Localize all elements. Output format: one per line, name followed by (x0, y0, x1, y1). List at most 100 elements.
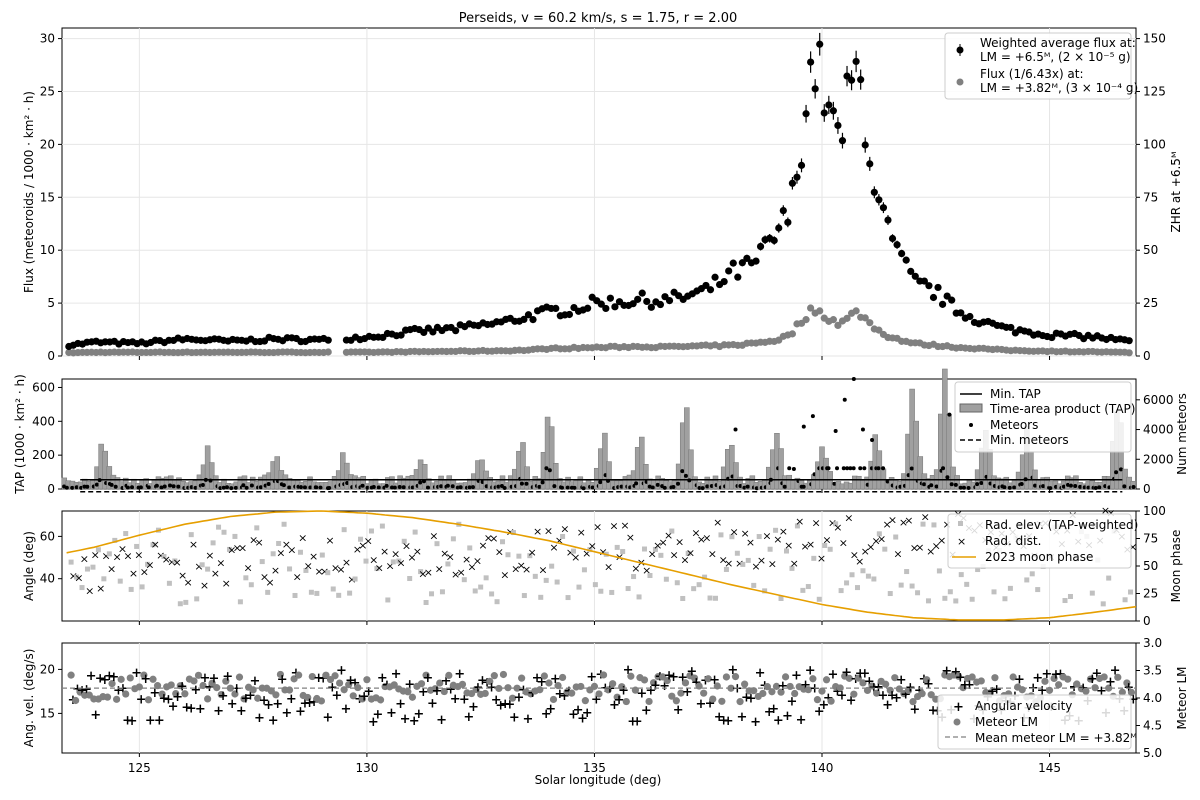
meteor-lm-point (458, 680, 467, 688)
meteor-count-point (467, 485, 472, 490)
rad-elev-point (145, 561, 151, 567)
angular-velocity-point: + (1069, 680, 1080, 695)
meteor-count-point (70, 485, 75, 490)
rad-dist-point: × (910, 541, 919, 554)
rad-elev-point (510, 530, 516, 536)
flux-legend-line1: Weighted average flux at: (980, 36, 1136, 50)
angular-velocity-point: + (1128, 693, 1139, 708)
meteor-count-point (826, 466, 831, 471)
meteor-count-point (560, 485, 565, 490)
rad-elev-point (778, 595, 784, 601)
angular-velocity-point: + (1087, 672, 1098, 687)
angular-velocity-point: + (891, 691, 902, 706)
meteor-lm-point (777, 688, 785, 696)
flux-point (647, 303, 655, 311)
rad-dist-point: × (462, 553, 471, 566)
tap-bar (520, 442, 526, 490)
flux-point (911, 272, 919, 280)
angular-velocity-point: + (441, 674, 452, 689)
rad-elev-point (270, 551, 276, 557)
rad-elev-point (254, 525, 260, 531)
rad-dist-point: × (686, 546, 695, 559)
rad-elev-point (1035, 587, 1041, 593)
meteor-lm-point (909, 698, 917, 706)
rad-dist-point: × (413, 545, 422, 558)
angular-velocity-point: + (81, 683, 92, 698)
flux-point (811, 85, 819, 93)
flux-point (738, 259, 746, 267)
meteor-lm-point (172, 689, 180, 698)
rad-elev-point (1106, 575, 1112, 581)
rad-elev-point (904, 569, 910, 575)
rad-dist-point: × (560, 522, 569, 535)
rad-elev-point (898, 582, 904, 588)
rad-elev-point (183, 599, 189, 605)
flux-scaled-point (866, 319, 874, 327)
meteor-count-point (266, 482, 271, 487)
meteor-lm-point (1064, 675, 1072, 683)
meteor-lm-point (436, 679, 444, 687)
flux-point (802, 110, 810, 118)
angular-velocity-point: + (177, 679, 188, 694)
meteor-lm-point (1123, 679, 1131, 687)
angle-legend-3: 2023 moon phase (985, 550, 1093, 564)
meteor-count-point (125, 485, 130, 490)
meteor-lm-point (1127, 688, 1136, 696)
rad-dist-point: × (549, 541, 558, 554)
rad-elev-point (439, 589, 445, 595)
angular-velocity-point: + (163, 692, 174, 707)
rad-elev-point (1089, 590, 1095, 596)
rad-elev-point (128, 586, 134, 592)
rad-dist-point: × (216, 557, 225, 570)
rad-dist-point: × (156, 549, 165, 562)
angular-velocity-point: + (500, 697, 511, 712)
angular-velocity-point: + (172, 690, 183, 705)
rad-dist-point: × (915, 541, 924, 554)
angular-velocity-point: + (777, 679, 788, 694)
meteor-count-point (929, 483, 934, 488)
meteor-lm-point (813, 696, 822, 704)
rad-elev-point (702, 574, 708, 580)
rad-dist-point: × (795, 515, 804, 528)
rad-elev-point (953, 598, 959, 604)
angular-velocity-point: + (477, 674, 488, 689)
rad-dist-point: × (304, 559, 313, 572)
rad-dist-point: × (850, 549, 859, 562)
rad-dist-point: × (200, 579, 209, 592)
angular-velocity-point: + (459, 693, 470, 708)
rad-dist-point: × (112, 550, 121, 563)
angle-legend-1: Rad. elev. (TAP-weighted) (985, 518, 1138, 532)
angular-velocity-point: + (609, 698, 620, 713)
tap-bar (606, 461, 612, 490)
meteor-lm-point (700, 689, 708, 697)
rad-dist-point: × (609, 520, 618, 533)
angular-velocity-point: + (136, 692, 147, 707)
rad-elev-point (232, 533, 238, 539)
meteor-lm-point (968, 673, 976, 681)
rad-elev-point (434, 541, 440, 547)
angular-velocity-point: + (650, 678, 661, 693)
meteor-lm-point (918, 690, 926, 698)
angvel-right-ytick-label: 4.5 (1143, 719, 1162, 733)
rad-elev-point (685, 550, 691, 556)
angle-ytick-label: 40 (40, 572, 55, 586)
tap-bar (778, 448, 784, 490)
meteor-count-point (229, 486, 234, 491)
rad-elev-point (958, 572, 964, 578)
angular-velocity-point: + (873, 680, 884, 695)
angular-velocity-point: + (536, 675, 547, 690)
rad-dist-point: × (801, 540, 810, 553)
flux-point (752, 257, 760, 265)
rad-elev-point (139, 584, 145, 590)
flux-point (606, 294, 614, 302)
angvel-legend-1: Angular velocity (975, 699, 1072, 713)
rad-dist-point: × (102, 549, 111, 562)
rad-dist-point: × (336, 563, 345, 576)
angular-velocity-point: + (236, 704, 247, 719)
meteor-count-point (966, 486, 971, 491)
meteor-lm-point (153, 682, 162, 690)
meteor-lm-point (545, 679, 553, 687)
rad-elev-point (429, 591, 435, 597)
meteor-count-point (200, 483, 205, 488)
x-axis-ticks: 125 130 135 140 145 (128, 356, 1061, 775)
